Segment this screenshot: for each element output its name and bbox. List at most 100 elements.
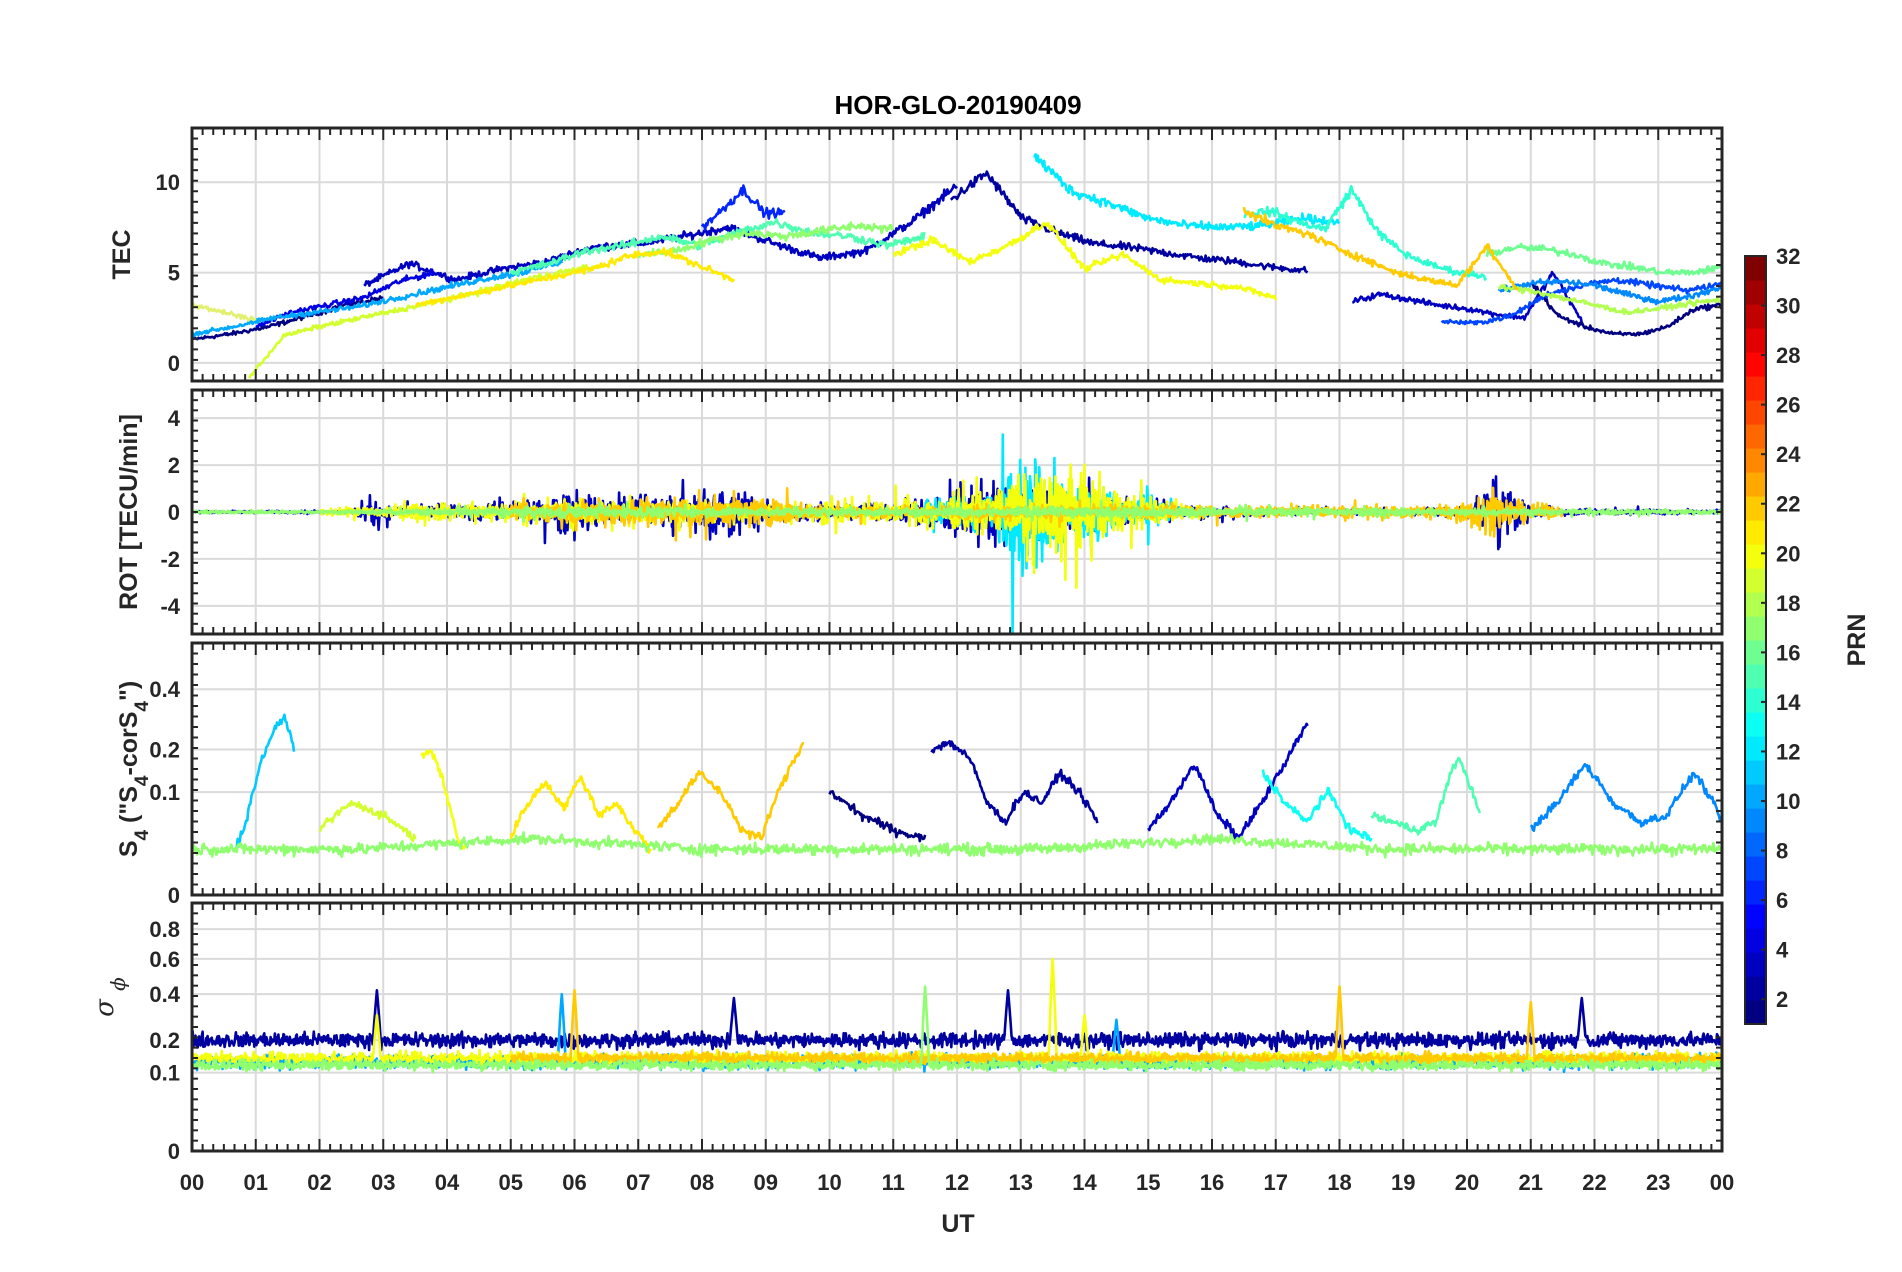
colorbar-tick-label: 2 (1776, 987, 1788, 1012)
series-line-prn-1 (828, 790, 927, 843)
colorbar-tick-label: 6 (1776, 888, 1788, 913)
series-line-prn-12 (1033, 153, 1341, 232)
colorbar-bin (1745, 568, 1766, 593)
y-tick-label: 0.1 (149, 1061, 180, 1086)
colorbar-tick-label: 24 (1776, 442, 1801, 467)
series-line-prn-9 (1497, 278, 1722, 306)
series-line-prn-13 (1261, 769, 1373, 842)
series-line-prn-17 (192, 499, 1722, 527)
series-line-prn-0 (192, 301, 257, 322)
y-tick-label: 0.8 (149, 917, 180, 942)
x-tick-label: 15 (1136, 1170, 1160, 1195)
colorbar-bin (1745, 448, 1766, 473)
colorbar-tick-label: 22 (1776, 492, 1800, 517)
x-tick-label: 16 (1200, 1170, 1224, 1195)
colorbar-bin (1745, 952, 1766, 977)
series-line-prn-20 (892, 221, 1278, 301)
colorbar-tick-label: 4 (1776, 938, 1789, 963)
label-subscript: 4 (132, 829, 153, 840)
y-tick-label: 0 (168, 500, 180, 525)
colorbar-bin (1745, 424, 1766, 449)
y-tick-labels-sigma: 0 0.1 0.2 0.4 0.6 0.8 (149, 917, 180, 1164)
tick-marks-sigma (191, 902, 1723, 1152)
series-line-prn-14 (1243, 184, 1488, 281)
series-line-prn-2 (192, 989, 1722, 1053)
y-tick-label: 0 (168, 883, 180, 908)
colorbar-tick-label: 28 (1776, 343, 1800, 368)
series-s4 (192, 713, 1722, 859)
y-tick-label: -2 (160, 547, 180, 572)
y-tick-label: 10 (156, 170, 180, 195)
colorbar-tick-label: 20 (1776, 541, 1800, 566)
x-tick-label: 22 (1582, 1170, 1606, 1195)
colorbar-bin (1745, 688, 1766, 713)
colorbar-bin (1745, 904, 1766, 929)
colorbar-tick-label: 16 (1776, 640, 1800, 665)
series-line-prn-22 (657, 742, 805, 841)
x-tick-label: 10 (817, 1170, 841, 1195)
series-rot (192, 433, 1722, 634)
series-line-prn-7 (1440, 276, 1722, 326)
series-tec (192, 153, 1722, 379)
y-tick-labels-tec: 0 5 10 (156, 170, 180, 376)
label-subscript: ϕ (106, 977, 130, 991)
series-sigma (192, 957, 1722, 1074)
panel-s4: 00.10.20.4S4 ("S4-corS4") (115, 641, 1724, 908)
colorbar-bin (1745, 1000, 1766, 1025)
y-tick-label: 0.4 (149, 677, 180, 702)
x-axis: 00 01 02 03 04 05 06 07 08 09 10 11 12 13 14 15 16 17 18 19… (180, 1170, 1734, 1195)
series-line-prn-3 (1352, 270, 1584, 324)
chart-title: HOR-GLO-20190409 (834, 90, 1081, 120)
tick-marks-rot (191, 389, 1723, 635)
colorbar-bin (1745, 544, 1766, 569)
x-tick-label: 11 (882, 1170, 905, 1195)
colorbar-tick-label: 12 (1776, 739, 1800, 764)
colorbar-bin (1745, 520, 1766, 545)
y-tick-label: 2 (168, 453, 180, 478)
colorbar-bin (1745, 976, 1766, 1001)
colorbar-bin (1745, 712, 1766, 737)
y-tick-label: 0.2 (149, 1028, 180, 1053)
x-tick-label: 09 (754, 1170, 778, 1195)
x-tick-label: 00 (180, 1170, 204, 1195)
colorbar-frame (1744, 255, 1767, 1025)
colorbar-bin (1745, 664, 1766, 689)
label-part: -corS (115, 712, 143, 776)
series-line-prn-4 (255, 268, 435, 329)
x-tick-label: 18 (1327, 1170, 1351, 1195)
colorbar-bin (1745, 472, 1766, 497)
x-tick-label: 20 (1455, 1170, 1479, 1195)
y-tick-label: 0.6 (149, 947, 180, 972)
x-tick-label: 06 (562, 1170, 586, 1195)
label-part: ("S (115, 786, 143, 830)
label-part: ") (115, 681, 143, 701)
y-tick-labels-rot: -4 -2 0 2 4 (160, 406, 180, 619)
series-line-prn-22 (510, 985, 1722, 1067)
series-line-prn-17 (192, 985, 1722, 1074)
colorbar-bin (1745, 400, 1766, 425)
colorbar-tick-label: 26 (1776, 393, 1800, 418)
colorbar-tick-label: 14 (1776, 690, 1801, 715)
series-line-prn-6 (700, 184, 786, 231)
colorbar-bin (1745, 760, 1766, 785)
y-tick-labels-s4: 0 0.1 0.2 0.4 (149, 677, 180, 908)
tick-marks-s4 (191, 642, 1723, 896)
series-line-prn-1 (192, 295, 384, 341)
colorbar-bin (1745, 352, 1766, 377)
y-axis-label-rot: ROT [TECU/min] (115, 414, 143, 610)
y-axis-label-sigma: σ ϕ (90, 977, 130, 1017)
series-line-prn-17 (192, 831, 1722, 859)
y-tick-label: 0 (168, 1139, 180, 1164)
series-line-prn-17 (637, 221, 894, 259)
series-line-prn-15 (509, 217, 926, 276)
colorbar-bin (1745, 736, 1766, 761)
series-line-prn-2 (930, 739, 1099, 826)
colorbar-bin (1745, 304, 1766, 329)
colorbar-bin (1745, 592, 1766, 617)
colorbar-bin (1745, 832, 1766, 857)
y-tick-label: 4 (168, 406, 181, 431)
series-line-prn-18 (1497, 283, 1722, 316)
x-tick-label: 13 (1009, 1170, 1033, 1195)
colorbar-bin (1745, 616, 1766, 641)
x-tick-label: 07 (626, 1170, 650, 1195)
